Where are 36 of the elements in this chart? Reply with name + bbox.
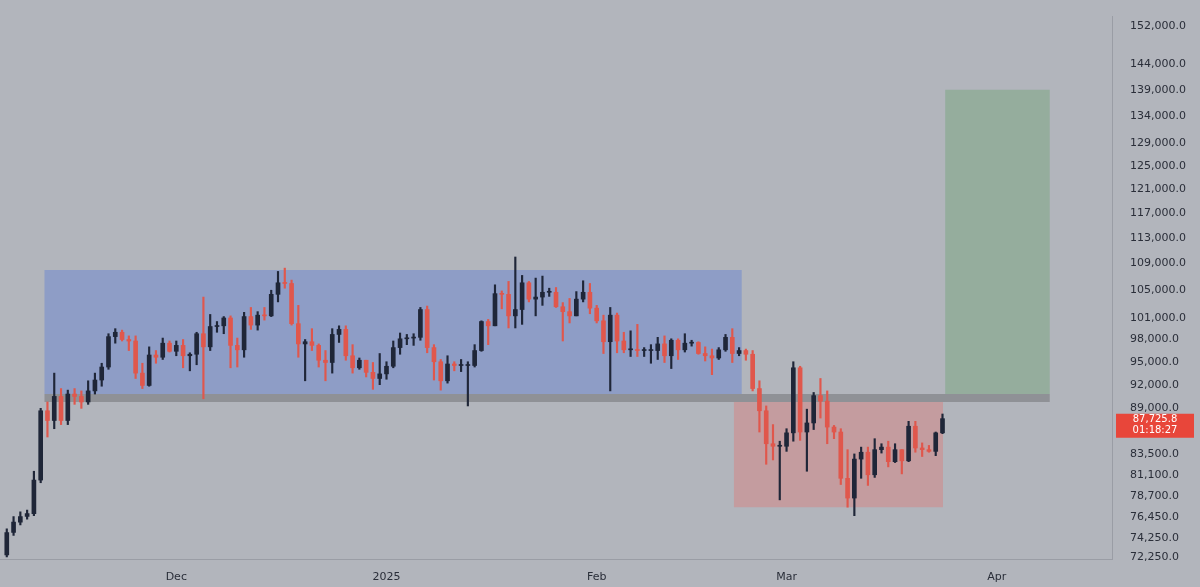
- y-tick-label: 129,000.0: [1130, 136, 1186, 150]
- y-tick-label: 92,000.0: [1130, 377, 1179, 391]
- y-tick-label: 125,000.0: [1130, 158, 1186, 172]
- candlestick: [323, 350, 328, 382]
- candlestick: [845, 449, 850, 508]
- x-tick-label: Feb: [586, 570, 607, 584]
- text: 01:18:27: [1132, 424, 1178, 436]
- y-tick-label: 89,000.0: [1130, 401, 1179, 415]
- y-tick-label: 117,000.0: [1130, 205, 1186, 219]
- y-tick-label: 78,700.0: [1130, 489, 1179, 503]
- y-tick-label: 105,000.0: [1130, 283, 1186, 297]
- x-tick-label: 2025: [372, 570, 401, 584]
- y-tick-label: 139,000.0: [1130, 82, 1186, 96]
- y-tick-label: 72,250.0: [1130, 550, 1179, 564]
- y-tick-label: 144,000.0: [1130, 57, 1186, 71]
- y-tick-label: 113,000.0: [1130, 230, 1186, 244]
- candlestick: [879, 443, 884, 454]
- y-tick-label: 121,000.0: [1130, 181, 1186, 195]
- y-tick-label: 74,250.0: [1130, 530, 1179, 544]
- text: 87,725.8: [1132, 413, 1178, 425]
- y-tick-label: 101,000.0: [1130, 310, 1186, 324]
- candlestick: [45, 401, 50, 438]
- y-tick-label: 152,000.0: [1130, 18, 1186, 32]
- y-tick-label: 81,100.0: [1130, 467, 1179, 481]
- y-tick-label: 134,000.0: [1130, 108, 1186, 122]
- y-tick-label: 83,500.0: [1130, 446, 1179, 460]
- x-tick-label: Dec: [165, 570, 187, 584]
- x-tick-label: Mar: [776, 570, 798, 584]
- candlestick: [540, 275, 545, 306]
- candlestick: [818, 378, 823, 419]
- y-tick-label: 98,000.0: [1130, 332, 1179, 346]
- y-tick-label: 95,000.0: [1130, 354, 1179, 368]
- y-tick-label: 76,450.0: [1130, 509, 1179, 523]
- y-tick-label: 109,000.0: [1130, 256, 1186, 270]
- candlestick: [567, 298, 572, 324]
- x-tick-label: Apr: [987, 570, 1007, 584]
